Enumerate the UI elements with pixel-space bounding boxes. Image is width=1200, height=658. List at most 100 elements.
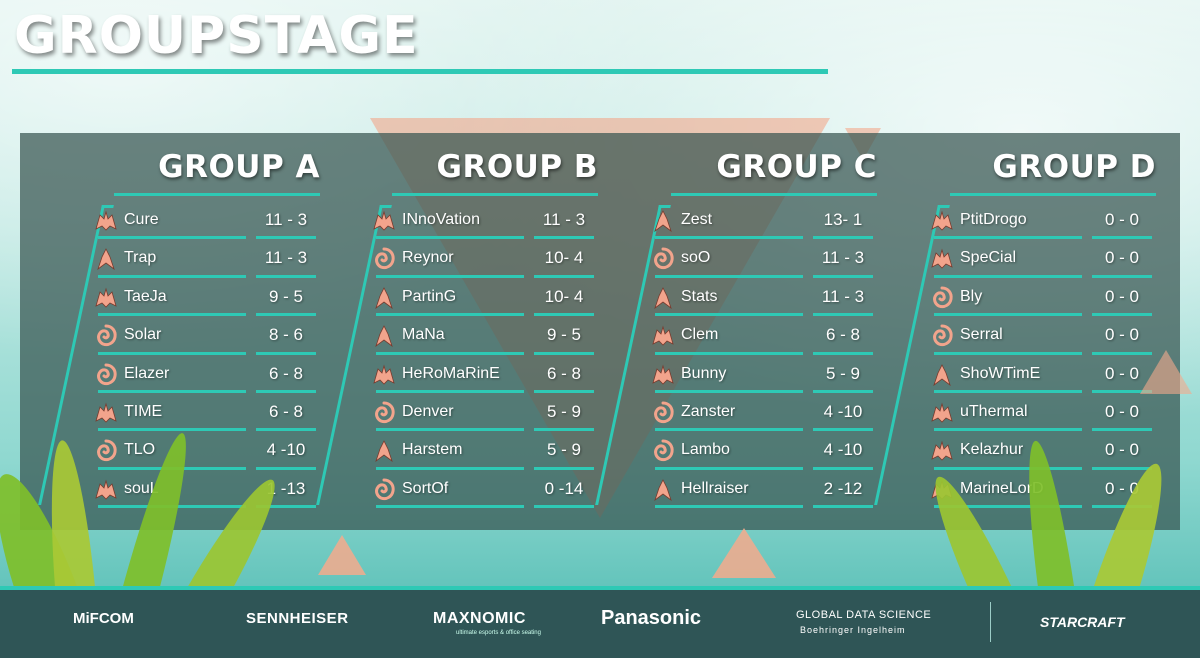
- score-underline: [256, 313, 316, 317]
- standings-row: INnoVation 11 - 3: [372, 205, 598, 243]
- zerg-race-icon: [930, 324, 954, 348]
- player-name: ShoWTimE: [960, 364, 1041, 382]
- row-underline: [655, 505, 803, 509]
- row-underline: [655, 274, 803, 278]
- player-score: 11 - 3: [264, 248, 308, 268]
- player-name: Serral: [960, 326, 1003, 344]
- terran-race-icon: [94, 286, 118, 310]
- score-underline: [534, 351, 594, 355]
- groups-panel: GROUP A Cure 11 - 3 Trap 11 - 3 TaeJa 9 - 5 Sol…: [20, 133, 1180, 530]
- standings-row: TIME 6 - 8: [94, 397, 320, 435]
- player-name: MarineLorD: [960, 479, 1044, 497]
- score-underline: [813, 236, 873, 240]
- player-score: 6 - 8: [825, 325, 861, 345]
- score-underline: [256, 389, 316, 393]
- player-name: PtitDrogo: [960, 211, 1027, 228]
- maxnomic-tagline: ultimate esports & office seating: [456, 630, 541, 636]
- standings-list: INnoVation 11 - 3 Reynor 10- 4 PartinG 10- 4 M…: [372, 205, 598, 512]
- row-underline: [376, 466, 524, 470]
- decorative-triangle: [1140, 350, 1192, 394]
- standings-row: TaeJa 9 - 5: [94, 282, 320, 320]
- score-underline: [813, 389, 873, 393]
- player-name: Cure: [124, 211, 159, 228]
- score-underline: [256, 505, 316, 509]
- standings-list: Zest 13- 1 soO 11 - 3 Stats 11 - 3 Clem 6 - 8 Bu…: [651, 205, 877, 512]
- player-name: SpeCial: [960, 249, 1017, 267]
- standings-row: PtitDrogo 0 - 0: [930, 205, 1156, 243]
- player-score: 11 - 3: [821, 286, 865, 306]
- zerg-race-icon: [930, 286, 954, 310]
- player-score: 0 - 0: [1104, 363, 1140, 383]
- protoss-race-icon: [372, 439, 396, 463]
- player-name: TaeJa: [124, 287, 167, 305]
- score-underline: [1092, 351, 1152, 355]
- player-name: souL: [124, 479, 159, 497]
- standings-row: SpeCial 0 - 0: [930, 243, 1156, 281]
- player-score: 6 - 8: [268, 363, 304, 383]
- score-underline: [813, 274, 873, 278]
- terran-race-icon: [651, 324, 675, 348]
- player-score: 1 -13: [266, 478, 306, 498]
- score-underline: [534, 236, 594, 240]
- player-name: uThermal: [960, 402, 1028, 420]
- row-underline: [934, 274, 1082, 278]
- row-underline: [98, 274, 246, 278]
- row-underline: [655, 236, 803, 240]
- score-underline: [256, 351, 316, 355]
- protoss-race-icon: [651, 209, 675, 233]
- standings-row: ShoWTimE 0 - 0: [930, 359, 1156, 397]
- row-underline: [376, 236, 524, 240]
- standings-list: PtitDrogo 0 - 0 SpeCial 0 - 0 Bly 0 - 0 Serral…: [930, 205, 1156, 512]
- player-name: Kelazhur: [960, 441, 1024, 459]
- player-name: Lambo: [681, 441, 730, 459]
- standings-row: HeRoMaRinE 6 - 8: [372, 359, 598, 397]
- player-name: Clem: [681, 326, 719, 344]
- maxnomic-logo: MAXNOMIC: [433, 610, 526, 627]
- row-underline: [376, 389, 524, 393]
- row-underline: [934, 351, 1082, 355]
- score-underline: [534, 428, 594, 432]
- zerg-race-icon: [94, 439, 118, 463]
- player-name: Hellraiser: [681, 479, 749, 497]
- group-title: GROUP A: [158, 149, 320, 185]
- zerg-race-icon: [372, 247, 396, 271]
- group-d: GROUP D PtitDrogo 0 - 0 SpeCial 0 - 0 Bly 0 - …: [874, 143, 1156, 523]
- player-score: 6 - 8: [546, 363, 582, 383]
- page-title: GROUPSTAGE: [14, 6, 419, 66]
- starcraft-logo: STARCRAFT: [1040, 614, 1125, 630]
- player-score: 5 - 9: [546, 401, 582, 421]
- row-underline: [98, 351, 246, 355]
- terran-race-icon: [94, 478, 118, 502]
- score-underline: [813, 505, 873, 509]
- score-underline: [1092, 313, 1152, 317]
- row-underline: [376, 313, 524, 317]
- player-name: Denver: [402, 402, 454, 420]
- standings-row: Denver 5 - 9: [372, 397, 598, 435]
- score-underline: [1092, 428, 1152, 432]
- standings-row: Kelazhur 0 - 0: [930, 435, 1156, 473]
- row-underline: [655, 351, 803, 355]
- score-underline: [813, 351, 873, 355]
- score-underline: [534, 313, 594, 317]
- player-score: 13- 1: [823, 210, 863, 229]
- standings-row: souL 1 -13: [94, 474, 320, 512]
- standings-row: SortOf 0 -14: [372, 474, 598, 512]
- player-name: TLO: [124, 441, 156, 459]
- player-score: 0 - 0: [1104, 210, 1140, 229]
- row-underline: [376, 351, 524, 355]
- row-underline: [934, 466, 1082, 470]
- divider: [990, 602, 991, 642]
- group-title-underline: [950, 193, 1156, 196]
- player-score: 11 - 3: [264, 210, 308, 229]
- zerg-race-icon: [651, 247, 675, 271]
- score-underline: [256, 428, 316, 432]
- standings-row: Stats 11 - 3: [651, 282, 877, 320]
- standings-row: TLO 4 -10: [94, 435, 320, 473]
- standings-row: Cure 11 - 3: [94, 205, 320, 243]
- player-name: Harstem: [402, 441, 463, 459]
- player-score: 9 - 5: [546, 325, 582, 345]
- standings-row: Zest 13- 1: [651, 205, 877, 243]
- player-name: PartinG: [402, 287, 457, 305]
- score-underline: [256, 466, 316, 470]
- standings-row: MaNa 9 - 5: [372, 320, 598, 358]
